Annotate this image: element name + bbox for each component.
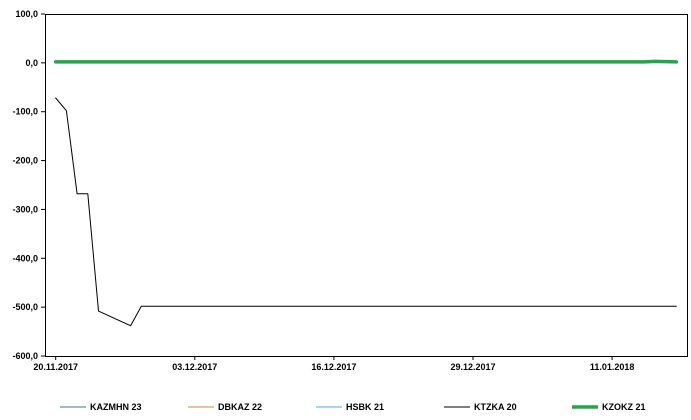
legend-label: DBKAZ 22 xyxy=(218,402,262,412)
y-tick-label: -400,0 xyxy=(12,253,38,263)
legend-label: KZOKZ 21 xyxy=(602,402,646,412)
legend-item: KTZKA 20 xyxy=(444,402,517,412)
x-axis: 20.11.2017 03.12.2017 16.12.2017 29.12.2017… xyxy=(33,356,634,372)
legend-item: DBKAZ 22 xyxy=(188,402,262,412)
legend-label: KAZMHN 23 xyxy=(90,402,142,412)
y-tick-label: 0,0 xyxy=(25,58,38,68)
x-tick-label: 11.01.2018 xyxy=(590,362,635,372)
y-tick-label: -300,0 xyxy=(12,204,38,214)
x-tick-label: 29.12.2017 xyxy=(450,362,495,372)
plot-frame xyxy=(45,14,688,357)
legend-label: HSBK 21 xyxy=(346,402,384,412)
series-line-ktzka-20 xyxy=(55,97,677,327)
legend-label: KTZKA 20 xyxy=(474,402,517,412)
legend-item: HSBK 21 xyxy=(316,402,384,412)
series-lines xyxy=(53,59,679,327)
x-tick-label: 20.11.2017 xyxy=(33,362,78,372)
x-tick-label: 03.12.2017 xyxy=(172,362,217,372)
legend-item: KAZMHN 23 xyxy=(60,402,142,412)
legend-item: KZOKZ 21 xyxy=(572,402,646,412)
y-axis: 100,0 0,0 -100,0 -200,0 -300,0 -400,0 -500,0 -6… xyxy=(12,9,45,361)
y-tick-label: -500,0 xyxy=(12,302,38,312)
y-tick-label: -100,0 xyxy=(12,107,38,117)
y-tick-label: -200,0 xyxy=(12,156,38,166)
series-line-kzokz-21 xyxy=(53,59,679,64)
x-tick-label: 16.12.2017 xyxy=(311,362,356,372)
y-tick-label: -600,0 xyxy=(12,351,38,361)
y-tick-label: 100,0 xyxy=(15,9,38,19)
legend: KAZMHN 23 DBKAZ 22 HSBK 21 KTZKA 20 KZOKZ 21 xyxy=(60,402,646,412)
